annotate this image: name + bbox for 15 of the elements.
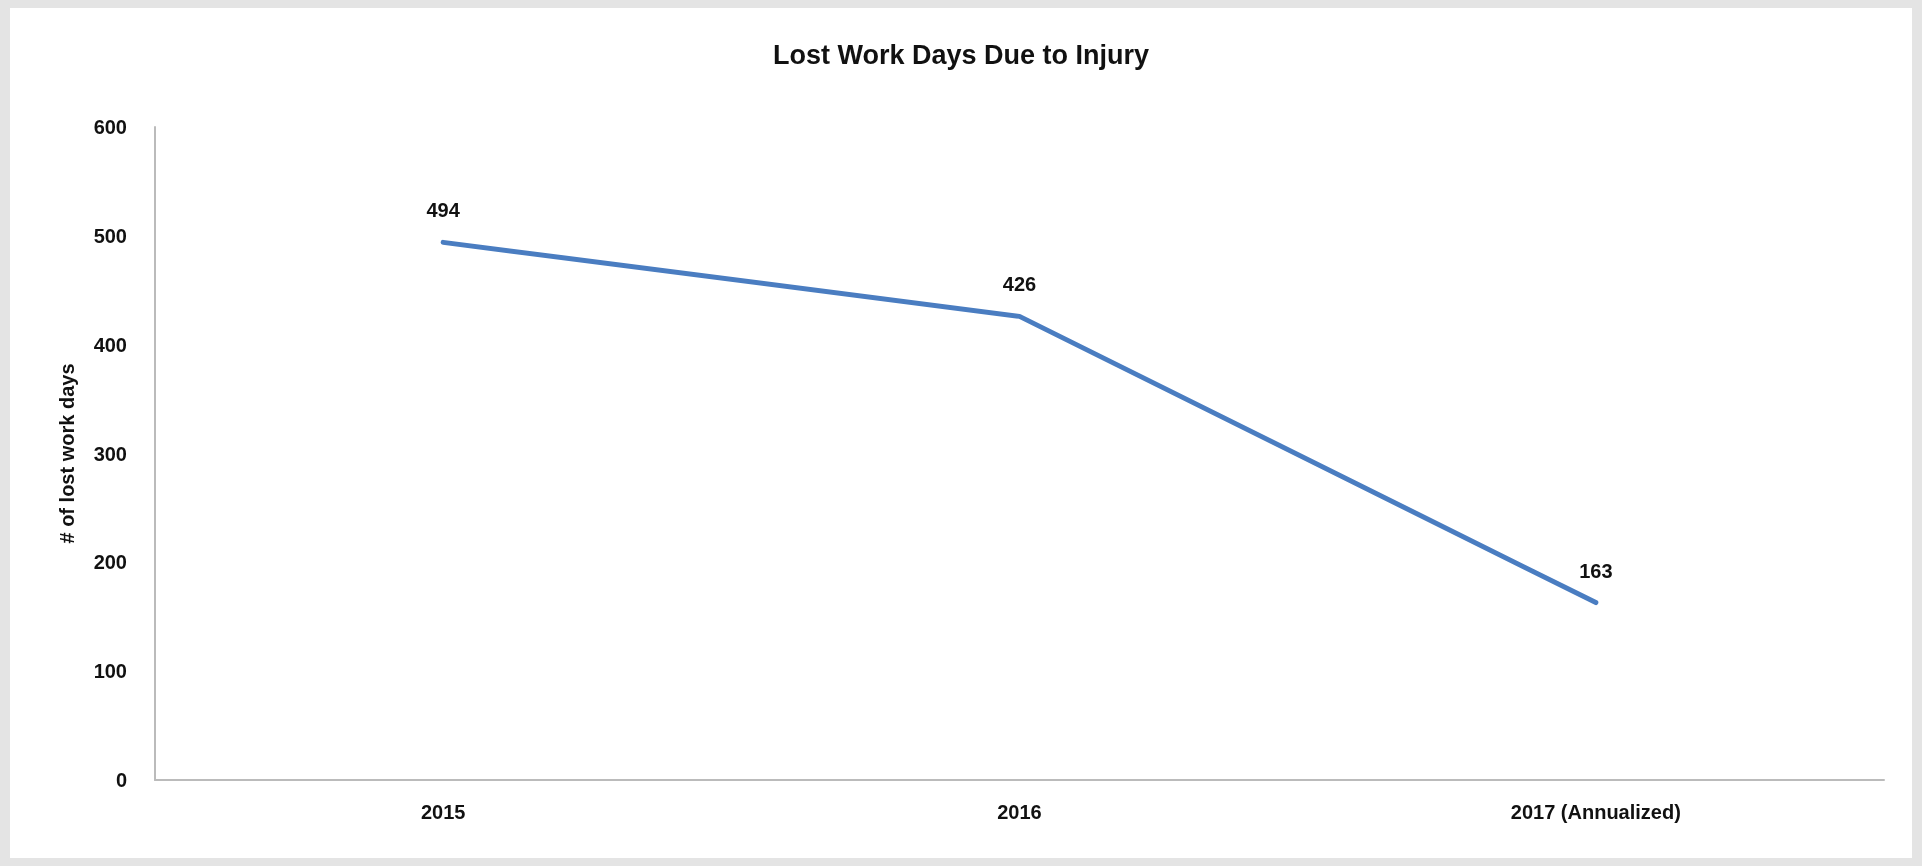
y-tick-label: 600 [93, 116, 127, 138]
y-tick-label: 500 [93, 224, 127, 247]
data-label: 163 [1579, 559, 1613, 582]
chart-title: Lost Work Days Due to Injury [772, 39, 1150, 70]
y-tick-label: 300 [93, 442, 127, 465]
y-axis-title: # of lost work days [56, 363, 78, 544]
x-tick-label: 2015 [420, 801, 466, 823]
y-tick-label: 200 [93, 551, 127, 574]
y-tick-label: 0 [115, 769, 127, 791]
data-label: 494 [426, 199, 461, 222]
x-tick-label: 2017 (Annualized) [1510, 801, 1681, 823]
data-label: 426 [1002, 273, 1037, 296]
y-tick-label: 400 [93, 333, 127, 356]
y-tick-label: 100 [93, 660, 127, 683]
x-tick-label: 2016 [997, 801, 1042, 823]
